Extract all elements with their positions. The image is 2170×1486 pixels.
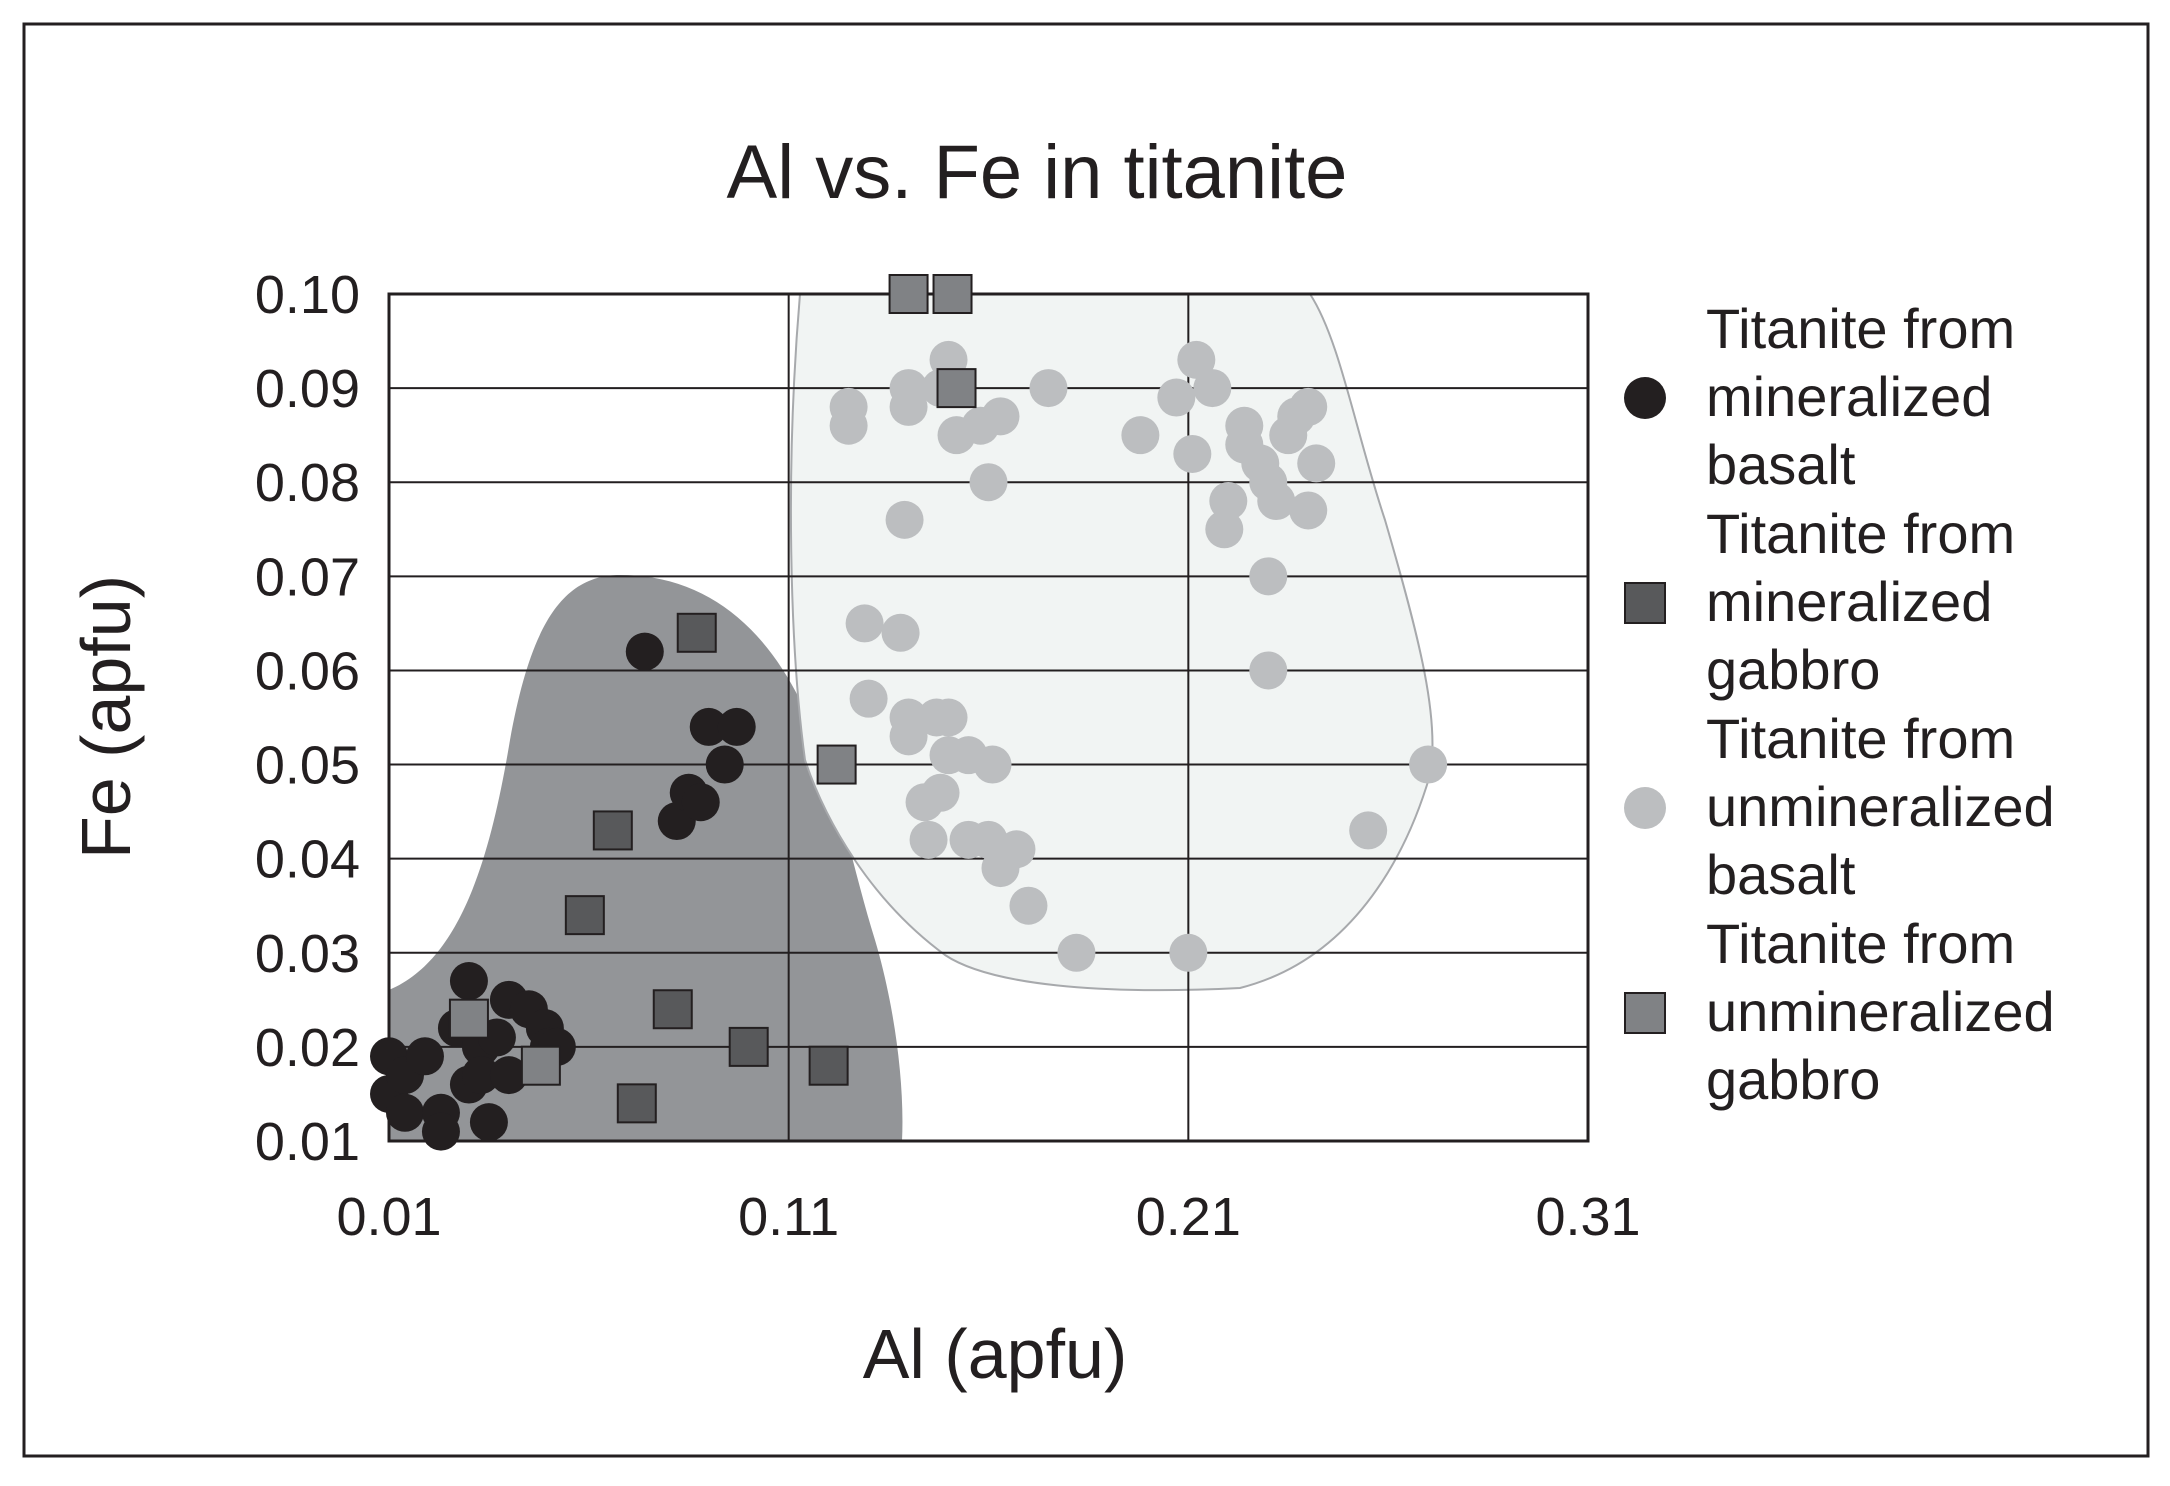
data-point xyxy=(1289,491,1327,529)
data-point xyxy=(706,746,744,784)
data-point xyxy=(1289,388,1327,426)
legend-label: unmineralized xyxy=(1706,980,2055,1043)
chart-title: Al vs. Fe in titanite xyxy=(727,130,1348,215)
data-point xyxy=(1173,435,1211,473)
data-point xyxy=(1249,557,1287,595)
legend-marker xyxy=(1624,787,1666,829)
x-tick-label: 0.01 xyxy=(336,1187,441,1247)
data-point xyxy=(1205,510,1243,548)
data-point xyxy=(522,1047,560,1085)
data-point xyxy=(626,633,664,671)
legend-marker xyxy=(1625,583,1665,623)
legend-label: Titanite from xyxy=(1706,912,2015,975)
data-point xyxy=(1057,934,1095,972)
data-point xyxy=(930,699,968,737)
data-point xyxy=(818,746,856,784)
data-point xyxy=(973,746,1011,784)
data-point xyxy=(470,1103,508,1141)
y-tick-label: 0.02 xyxy=(255,1018,360,1078)
legend-label: mineralized xyxy=(1706,365,1992,428)
legend-label: gabbro xyxy=(1706,638,1880,701)
y-tick-label: 0.03 xyxy=(255,924,360,984)
y-tick-label: 0.07 xyxy=(255,547,360,607)
data-point xyxy=(850,680,888,718)
y-axis-label: Fe (apfu) xyxy=(67,575,145,859)
y-tick-label: 0.01 xyxy=(255,1112,360,1172)
data-point xyxy=(678,614,716,652)
x-tick-label: 0.21 xyxy=(1136,1187,1241,1247)
data-point xyxy=(1249,651,1287,689)
data-point xyxy=(970,463,1008,501)
data-point xyxy=(810,1047,848,1085)
data-point xyxy=(906,783,944,821)
data-point xyxy=(934,275,972,313)
plot-area xyxy=(370,275,1588,1151)
data-point xyxy=(594,811,632,849)
x-tick-label: 0.31 xyxy=(1535,1187,1640,1247)
data-point xyxy=(981,849,1019,887)
legend-label: Titanite from xyxy=(1706,297,2015,360)
data-point xyxy=(618,1084,656,1122)
y-tick-label: 0.08 xyxy=(255,453,360,513)
data-point xyxy=(566,896,604,934)
data-point xyxy=(1169,934,1207,972)
y-tick-label: 0.09 xyxy=(255,359,360,419)
data-point xyxy=(386,1094,424,1132)
data-point xyxy=(450,962,488,1000)
data-point xyxy=(830,407,868,445)
legend-label: basalt xyxy=(1706,433,1856,496)
x-axis-label: Al (apfu) xyxy=(863,1315,1128,1393)
legend-label: Titanite from xyxy=(1706,707,2015,770)
data-point xyxy=(846,604,884,642)
data-point xyxy=(422,1113,460,1151)
data-point xyxy=(938,369,976,407)
data-point xyxy=(1009,887,1047,925)
data-point xyxy=(1257,482,1295,520)
data-point xyxy=(890,388,928,426)
y-tick-label: 0.04 xyxy=(255,830,360,890)
data-point xyxy=(882,614,920,652)
data-point xyxy=(718,708,756,746)
data-point xyxy=(730,1028,768,1066)
legend-label: unmineralized xyxy=(1706,775,2055,838)
data-point xyxy=(1193,369,1231,407)
data-point xyxy=(1121,416,1159,454)
legend-marker xyxy=(1625,993,1665,1033)
data-point xyxy=(682,783,720,821)
data-point xyxy=(886,501,924,539)
data-point xyxy=(406,1037,444,1075)
x-tick-label: 0.11 xyxy=(738,1187,839,1247)
data-point xyxy=(1157,379,1195,417)
legend-label: Titanite from xyxy=(1706,502,2015,565)
y-tick-label: 0.06 xyxy=(255,641,360,701)
data-point xyxy=(910,821,948,859)
data-point xyxy=(1297,444,1335,482)
legend-label: mineralized xyxy=(1706,570,1992,633)
data-point xyxy=(450,1000,488,1038)
legend-marker xyxy=(1624,377,1666,419)
data-point xyxy=(1349,811,1387,849)
legend-label: basalt xyxy=(1706,843,1856,906)
y-tick-label: 0.05 xyxy=(255,736,360,796)
data-point xyxy=(654,990,692,1028)
data-point xyxy=(1409,746,1447,784)
data-point xyxy=(981,397,1019,435)
legend-label: gabbro xyxy=(1706,1048,1880,1111)
data-point xyxy=(1029,369,1067,407)
data-point xyxy=(890,275,928,313)
y-tick-label: 0.10 xyxy=(255,265,360,325)
